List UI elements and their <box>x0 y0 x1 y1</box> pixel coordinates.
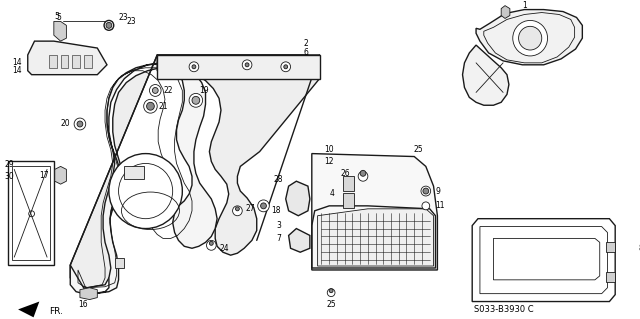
Polygon shape <box>28 41 107 75</box>
Text: 15: 15 <box>173 62 182 71</box>
Circle shape <box>358 171 368 181</box>
Text: 9: 9 <box>435 187 440 196</box>
Circle shape <box>258 200 269 212</box>
Circle shape <box>192 65 196 69</box>
Circle shape <box>284 65 287 69</box>
Text: S033-B3930 C: S033-B3930 C <box>474 305 534 314</box>
Text: 21: 21 <box>158 102 168 111</box>
Text: 5: 5 <box>56 13 61 22</box>
Polygon shape <box>49 55 57 68</box>
Polygon shape <box>472 219 615 301</box>
Polygon shape <box>285 181 310 216</box>
Circle shape <box>192 96 200 104</box>
Polygon shape <box>70 55 319 288</box>
Polygon shape <box>312 153 437 270</box>
Circle shape <box>74 118 86 130</box>
Circle shape <box>232 206 243 216</box>
Circle shape <box>421 186 431 196</box>
Polygon shape <box>157 55 319 78</box>
Polygon shape <box>55 167 67 184</box>
Polygon shape <box>124 167 144 179</box>
Polygon shape <box>605 242 615 252</box>
Text: 23: 23 <box>118 13 128 22</box>
Circle shape <box>236 207 239 211</box>
Text: 18: 18 <box>271 206 281 215</box>
Text: 29: 29 <box>4 160 14 169</box>
Circle shape <box>423 188 429 194</box>
Polygon shape <box>18 301 39 317</box>
Text: 2: 2 <box>303 39 308 48</box>
Polygon shape <box>343 176 355 191</box>
Circle shape <box>209 241 213 245</box>
Circle shape <box>144 99 157 113</box>
Polygon shape <box>501 6 510 19</box>
Circle shape <box>109 153 182 228</box>
Circle shape <box>207 241 216 250</box>
Text: 14: 14 <box>12 58 22 67</box>
Circle shape <box>189 62 199 72</box>
Circle shape <box>106 22 112 28</box>
Circle shape <box>327 289 335 297</box>
Polygon shape <box>70 63 217 295</box>
Circle shape <box>150 85 161 96</box>
Polygon shape <box>72 55 80 68</box>
Text: 28: 28 <box>273 175 283 184</box>
Polygon shape <box>54 21 67 41</box>
Circle shape <box>360 170 366 176</box>
Text: 12: 12 <box>324 157 334 166</box>
Circle shape <box>189 93 203 107</box>
Text: 8: 8 <box>638 244 640 253</box>
Text: 27: 27 <box>245 204 255 213</box>
Text: 11: 11 <box>435 201 445 210</box>
Text: 22: 22 <box>163 86 173 95</box>
Text: 25: 25 <box>413 145 423 154</box>
Polygon shape <box>8 161 54 265</box>
Text: 10: 10 <box>324 145 334 154</box>
Text: 14: 14 <box>12 66 22 75</box>
Circle shape <box>147 102 154 110</box>
Polygon shape <box>80 288 97 300</box>
Polygon shape <box>463 45 509 105</box>
Circle shape <box>104 20 114 30</box>
Text: 5: 5 <box>54 12 59 21</box>
Text: 1: 1 <box>522 1 527 10</box>
Polygon shape <box>157 55 312 71</box>
Circle shape <box>518 26 542 50</box>
Polygon shape <box>605 272 615 282</box>
Text: 3: 3 <box>276 221 281 230</box>
Text: 19: 19 <box>199 86 209 95</box>
Circle shape <box>245 63 249 67</box>
Circle shape <box>243 60 252 70</box>
Polygon shape <box>476 10 582 65</box>
Text: 30: 30 <box>4 172 14 181</box>
Text: 26: 26 <box>341 169 351 178</box>
Text: 20: 20 <box>61 120 70 129</box>
Circle shape <box>329 289 333 293</box>
Text: 13: 13 <box>250 56 260 64</box>
Polygon shape <box>317 209 433 266</box>
Circle shape <box>422 202 429 210</box>
Text: 16: 16 <box>78 300 88 309</box>
Circle shape <box>152 87 158 93</box>
Text: 25: 25 <box>326 300 336 309</box>
Polygon shape <box>115 258 124 268</box>
Circle shape <box>513 20 548 56</box>
Circle shape <box>260 203 266 209</box>
Text: 13: 13 <box>289 60 298 69</box>
Polygon shape <box>289 228 310 252</box>
Polygon shape <box>343 193 355 208</box>
Circle shape <box>281 62 291 72</box>
Text: FR.: FR. <box>49 307 63 316</box>
Polygon shape <box>84 55 92 68</box>
Text: 7: 7 <box>276 234 281 243</box>
Text: 4: 4 <box>329 189 334 197</box>
Text: 6: 6 <box>303 48 308 57</box>
Polygon shape <box>61 55 68 68</box>
Text: 23: 23 <box>126 17 136 26</box>
Text: 24: 24 <box>219 244 228 253</box>
Text: 17: 17 <box>40 171 49 180</box>
Circle shape <box>77 121 83 127</box>
